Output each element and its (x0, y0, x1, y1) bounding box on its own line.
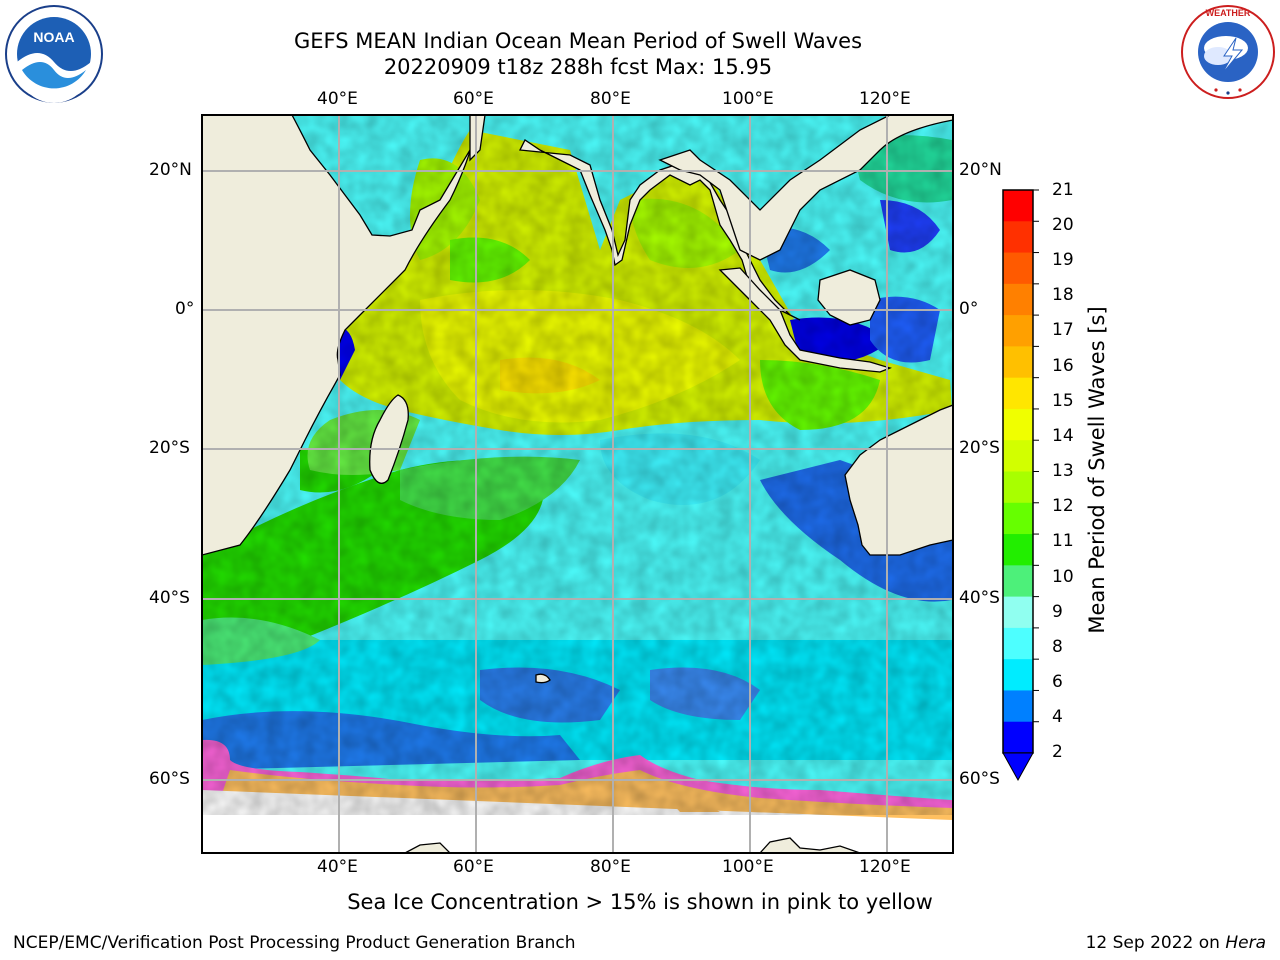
antarctica-bit-1 (404, 842, 451, 853)
pakistan-coast (469, 115, 486, 162)
footer-date-text: 12 Sep 2022 on (1085, 933, 1226, 953)
colorbar-segment (1003, 659, 1033, 691)
colorbar-segment (1003, 221, 1033, 254)
kerguelen (535, 673, 551, 684)
madagascar (369, 394, 409, 484)
colorbar-title: Mean Period of Swell Waves [s] (1085, 306, 1109, 634)
lat-label-right-20s: 20°S (959, 438, 1000, 458)
lon-label-top-120e: 120°E (859, 89, 911, 109)
footer-credit: NCEP/EMC/Verification Post Processing Pr… (13, 933, 576, 953)
colorbar-segment (1003, 534, 1033, 566)
colorbar-segment (1003, 565, 1033, 598)
colorbar-segment (1003, 627, 1033, 660)
colorbar-tick-21: 21 (1052, 180, 1074, 200)
colorbar-extend-arrow (1002, 752, 1034, 782)
colorbar-tick-4: 4 (1052, 707, 1063, 727)
colorbar-tick-11: 11 (1052, 531, 1074, 551)
lon-label-bottom-120e: 120°E (859, 857, 911, 877)
lon-label-bottom-40e: 40°E (317, 857, 358, 877)
lon-label-top-40e: 40°E (317, 89, 358, 109)
colorbar-segment (1003, 252, 1033, 285)
land-masses (202, 115, 953, 853)
lon-label-top-100e: 100°E (722, 89, 774, 109)
colorbar-segment (1003, 690, 1033, 723)
colorbar-tick-12: 12 (1052, 496, 1074, 516)
lon-label-bottom-80e: 80°E (590, 857, 631, 877)
colorbar-segment (1003, 315, 1033, 347)
colorbar-segment (1003, 190, 1033, 222)
lon-label-bottom-100e: 100°E (722, 857, 774, 877)
lat-label-left-40s: 40°S (149, 588, 190, 608)
map-frame (201, 114, 954, 854)
lat-label-right-0: 0° (959, 299, 979, 319)
lat-label-left-20n: 20°N (149, 160, 192, 180)
footer-host: Hera (1225, 933, 1266, 953)
colorbar-segment (1003, 596, 1033, 629)
lon-label-top-80e: 80°E (590, 89, 631, 109)
colorbar-tick-19: 19 (1052, 250, 1074, 270)
colorbar-tick-20: 20 (1052, 215, 1074, 235)
lon-label-top-60e: 60°E (453, 89, 494, 109)
colorbar-segment (1003, 721, 1033, 754)
colorbar-segment (1003, 471, 1033, 504)
colorbar-segment (1003, 283, 1033, 316)
colorbar-tick-8: 8 (1052, 637, 1063, 657)
noaa-logo: NOAA (5, 5, 103, 103)
lat-label-right-40s: 40°S (959, 588, 1000, 608)
colorbar-segment (1003, 346, 1033, 379)
colorbar-tick-13: 13 (1052, 461, 1074, 481)
footer-date: 12 Sep 2022 on Hera (1086, 933, 1266, 953)
lat-label-right-60s: 60°S (959, 769, 1000, 789)
nws-logo: WEATHER (1181, 5, 1275, 99)
colorbar (1002, 189, 1039, 754)
svg-text:NOAA: NOAA (33, 29, 74, 45)
map-field (202, 115, 953, 853)
se-asia-mainland (658, 115, 953, 261)
lat-label-right-20n: 20°N (959, 160, 1002, 180)
lat-label-left-60s: 60°S (149, 769, 190, 789)
colorbar-segment (1003, 502, 1033, 535)
australia (844, 404, 953, 556)
sea-ice-caption: Sea Ice Concentration > 15% is shown in … (347, 890, 933, 914)
colorbar-tick-16: 16 (1052, 356, 1074, 376)
chart-subtitle: 20220909 t18z 288h fcst Max: 15.95 (383, 55, 773, 79)
colorbar-tick-18: 18 (1052, 285, 1074, 305)
colorbar-tick-15: 15 (1052, 391, 1074, 411)
colorbar-tick-17: 17 (1052, 320, 1074, 340)
colorbar-tick-10: 10 (1052, 567, 1074, 587)
colorbar-tick-6: 6 (1052, 672, 1063, 692)
antarctica-bit-2 (759, 837, 861, 853)
chart-title: GEFS MEAN Indian Ocean Mean Period of Sw… (293, 29, 863, 53)
lon-label-bottom-60e: 60°E (453, 857, 494, 877)
colorbar-segment (1003, 440, 1033, 472)
colorbar-segment (1003, 408, 1033, 441)
sumatra-java (718, 267, 892, 373)
lat-label-left-20s: 20°S (149, 438, 190, 458)
africa-landmass (202, 115, 486, 556)
svg-text:WEATHER: WEATHER (1206, 8, 1251, 18)
borneo (817, 269, 881, 326)
colorbar-tick-9: 9 (1052, 602, 1063, 622)
lat-label-left-0: 0° (175, 299, 195, 319)
colorbar-tick-14: 14 (1052, 426, 1074, 446)
graticule (202, 115, 953, 853)
colorbar-tick-2: 2 (1052, 742, 1063, 762)
colorbar-segment (1003, 377, 1033, 410)
